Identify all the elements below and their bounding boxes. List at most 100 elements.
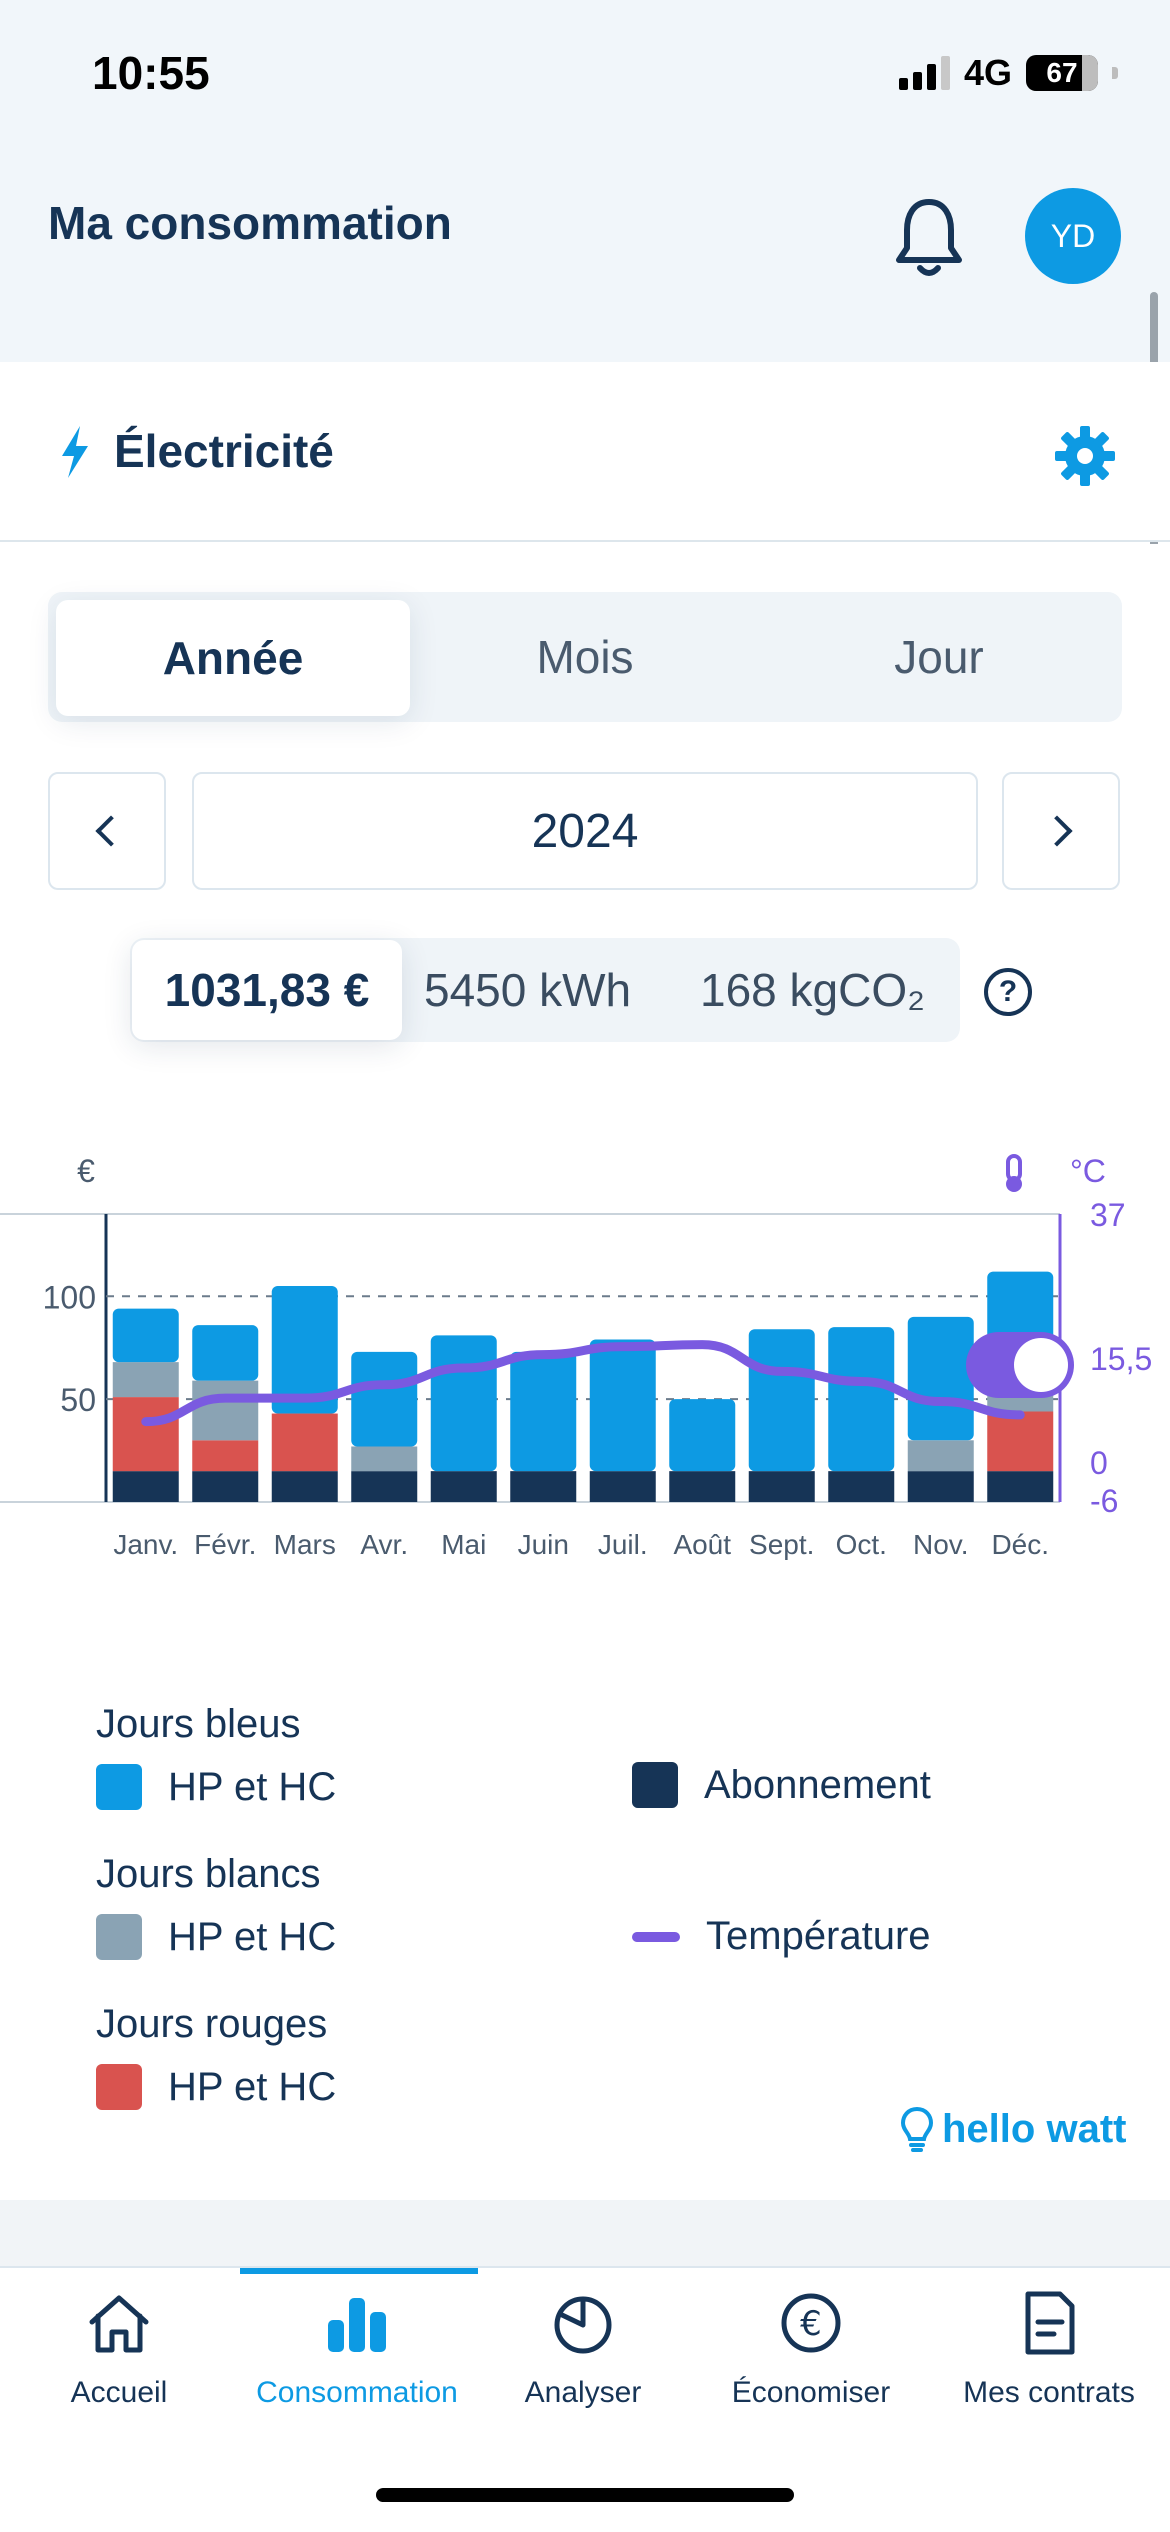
tab-label-mes-contrats: Mes contrats xyxy=(963,2376,1135,2409)
bar-segment xyxy=(987,1411,1054,1472)
bar-segment xyxy=(907,1316,974,1441)
x-tick-label: Sept. xyxy=(749,1529,814,1560)
lightbulb-icon xyxy=(900,2106,934,2152)
tab-consommation[interactable]: Consommation xyxy=(240,2268,474,2428)
bar-segment xyxy=(828,1471,895,1502)
legend-white-item: HP et HC xyxy=(96,1914,336,1960)
x-tick-label: Janv. xyxy=(113,1529,178,1560)
svg-text:€: € xyxy=(800,2304,822,2344)
bar-segment xyxy=(828,1327,895,1472)
thermometer-bulb xyxy=(1006,1176,1022,1192)
swatch-temperature xyxy=(632,1931,680,1942)
bar-segment xyxy=(192,1471,259,1502)
tab-annee[interactable]: Année xyxy=(56,600,410,716)
bar-segment xyxy=(192,1380,259,1441)
legend-red-title: Jours rouges xyxy=(96,2002,328,2046)
x-tick-label: Nov. xyxy=(913,1529,969,1560)
legend-blue-item: HP et HC xyxy=(96,1764,336,1810)
legend-subscription: Abonnement xyxy=(632,1762,931,1808)
tab-analyser[interactable]: Analyser xyxy=(466,2268,700,2428)
legend-temperature-label: Température xyxy=(706,1914,931,1958)
chart-svg: € °C 50 100 37 15,5 0-6 Janv. Févr. Mars Avr. Mai Ju… xyxy=(0,1153,1152,1560)
document-icon xyxy=(1025,2291,1075,2355)
y-tick-label: 50 xyxy=(60,1382,96,1418)
x-tick-label: Avr. xyxy=(360,1529,408,1560)
y-axis-unit-label: € xyxy=(77,1153,95,1189)
active-tab-indicator xyxy=(240,2268,478,2274)
network-label: 4G xyxy=(963,52,1012,93)
bar-segment xyxy=(192,1325,259,1381)
legend-white-title: Jours blancs xyxy=(96,1852,321,1896)
summary-kwh[interactable]: 5450 kWh xyxy=(424,964,632,1016)
bar-segment xyxy=(351,1446,418,1472)
tab-label-economiser: Économiser xyxy=(731,2376,891,2409)
x-tick-label: Mars xyxy=(274,1529,336,1560)
battery-tip xyxy=(1112,67,1118,79)
bar-segment xyxy=(430,1335,497,1472)
legend-subscription-label: Abonnement xyxy=(704,1762,931,1807)
temperature-line xyxy=(141,1340,1025,1427)
bell-icon[interactable] xyxy=(893,196,965,280)
battery-icon: 67 xyxy=(1026,55,1098,91)
page-title: Ma consommation xyxy=(48,197,452,249)
bar-segment xyxy=(669,1399,736,1472)
bar-segment xyxy=(987,1471,1054,1502)
signal-icon xyxy=(898,56,950,90)
battery-level: 67 xyxy=(1046,57,1078,88)
year-label: 2024 xyxy=(531,804,639,858)
next-year-button[interactable] xyxy=(1002,772,1120,890)
bar-segment xyxy=(589,1471,656,1502)
swatch-blue xyxy=(96,1764,142,1810)
x-tick-label: Mai xyxy=(441,1529,486,1560)
gear-icon[interactable] xyxy=(1053,424,1117,488)
x-tick-label: Juin xyxy=(518,1529,569,1560)
bar-segment xyxy=(510,1471,577,1502)
y2-axis-unit-label: °C xyxy=(1070,1153,1106,1189)
help-icon[interactable]: ? xyxy=(984,968,1032,1016)
tab-accueil[interactable]: Accueil xyxy=(2,2268,236,2428)
tab-economiser[interactable]: € Économiser xyxy=(694,2268,928,2428)
bar-segment xyxy=(271,1471,338,1502)
bar-segment xyxy=(112,1308,179,1363)
energy-label: Électricité xyxy=(114,425,334,477)
bar-chart-icon xyxy=(328,2298,386,2352)
swatch-white xyxy=(96,1914,142,1960)
consumption-card: Année Mois Jour 2024 1031,83 € 5450 kWh … xyxy=(0,544,1170,2200)
legend-red-item: HP et HC xyxy=(96,2064,336,2110)
y2-tick-label: 15,5 xyxy=(1090,1341,1152,1377)
bar-segment xyxy=(112,1362,179,1398)
summary-switcher: 1031,83 € 5450 kWh 168 kgCO₂ xyxy=(130,938,960,1042)
summary-co2[interactable]: 168 kgCO₂ xyxy=(700,964,925,1016)
x-tick-label: Août xyxy=(673,1529,731,1560)
tab-label-analyser: Analyser xyxy=(524,2376,642,2409)
summary-euro[interactable]: 1031,83 € xyxy=(132,940,402,1040)
tab-mes-contrats[interactable]: Mes contrats xyxy=(932,2268,1166,2428)
avatar[interactable]: YD xyxy=(1025,188,1121,284)
y2-tick-label: 37 xyxy=(1090,1197,1126,1233)
tab-label-consommation: Consommation xyxy=(256,2376,458,2409)
top-area xyxy=(0,0,1170,362)
tab-mois[interactable]: Mois xyxy=(536,631,634,683)
bar-segment xyxy=(669,1471,736,1502)
legend-temperature: Température xyxy=(632,1914,931,1959)
tab-jour[interactable]: Jour xyxy=(894,631,984,683)
home-indicator xyxy=(376,2488,794,2502)
bar-segment xyxy=(907,1471,974,1502)
legend-blue-label: HP et HC xyxy=(168,1764,337,1809)
bar-segment xyxy=(907,1440,974,1472)
home-icon xyxy=(89,2295,149,2353)
consumption-chart: € °C 50 100 37 15,5 0 -6 Janv. Févr. Mars Avr. Mai Ju… xyxy=(0,1104,1170,1704)
bar-segment xyxy=(192,1440,259,1472)
chevron-right-icon xyxy=(1041,815,1073,847)
bar-segment xyxy=(748,1471,815,1502)
bar-segment xyxy=(351,1471,418,1502)
legend-red-label: HP et HC xyxy=(168,2064,337,2109)
bottom-tab-bar: Accueil Consommation Analyser € Économis… xyxy=(0,2266,1170,2532)
y2-tick-label: 0 xyxy=(1090,1445,1108,1481)
temperature-toggle[interactable] xyxy=(966,1332,1074,1398)
swatch-subscription xyxy=(632,1762,678,1808)
section-divider xyxy=(0,2200,1170,2266)
chart-legend: Jours bleus HP et HC Jours blancs HP et … xyxy=(0,1652,1170,2110)
previous-year-button[interactable] xyxy=(48,772,166,890)
energy-selector-row: Électricité xyxy=(0,362,1170,542)
